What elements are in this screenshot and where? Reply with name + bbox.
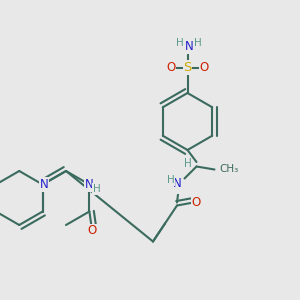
- Text: N: N: [174, 180, 183, 193]
- Text: N: N: [40, 178, 49, 191]
- Text: N: N: [173, 177, 182, 190]
- Text: H: H: [167, 175, 175, 185]
- Text: H: H: [184, 159, 192, 169]
- Text: S: S: [183, 61, 192, 74]
- Text: O: O: [167, 61, 176, 74]
- Text: N: N: [85, 178, 94, 191]
- Text: H: H: [93, 184, 101, 194]
- Text: O: O: [192, 196, 201, 209]
- Text: CH₃: CH₃: [219, 164, 238, 175]
- Text: O: O: [88, 224, 97, 238]
- Text: O: O: [88, 224, 97, 238]
- Text: O: O: [200, 61, 208, 74]
- Text: O: O: [200, 61, 208, 74]
- Text: N: N: [40, 178, 49, 191]
- Text: O: O: [167, 61, 176, 74]
- Text: H: H: [176, 38, 184, 49]
- Text: S: S: [183, 61, 192, 74]
- Text: N: N: [184, 40, 194, 53]
- Text: H: H: [93, 184, 101, 194]
- Text: O: O: [192, 196, 201, 209]
- Text: H: H: [194, 38, 202, 49]
- Text: H: H: [184, 158, 191, 169]
- Text: H: H: [176, 38, 184, 49]
- Text: H: H: [172, 183, 180, 193]
- Text: N: N: [184, 40, 194, 53]
- Text: N: N: [85, 178, 94, 191]
- Text: H: H: [194, 38, 202, 49]
